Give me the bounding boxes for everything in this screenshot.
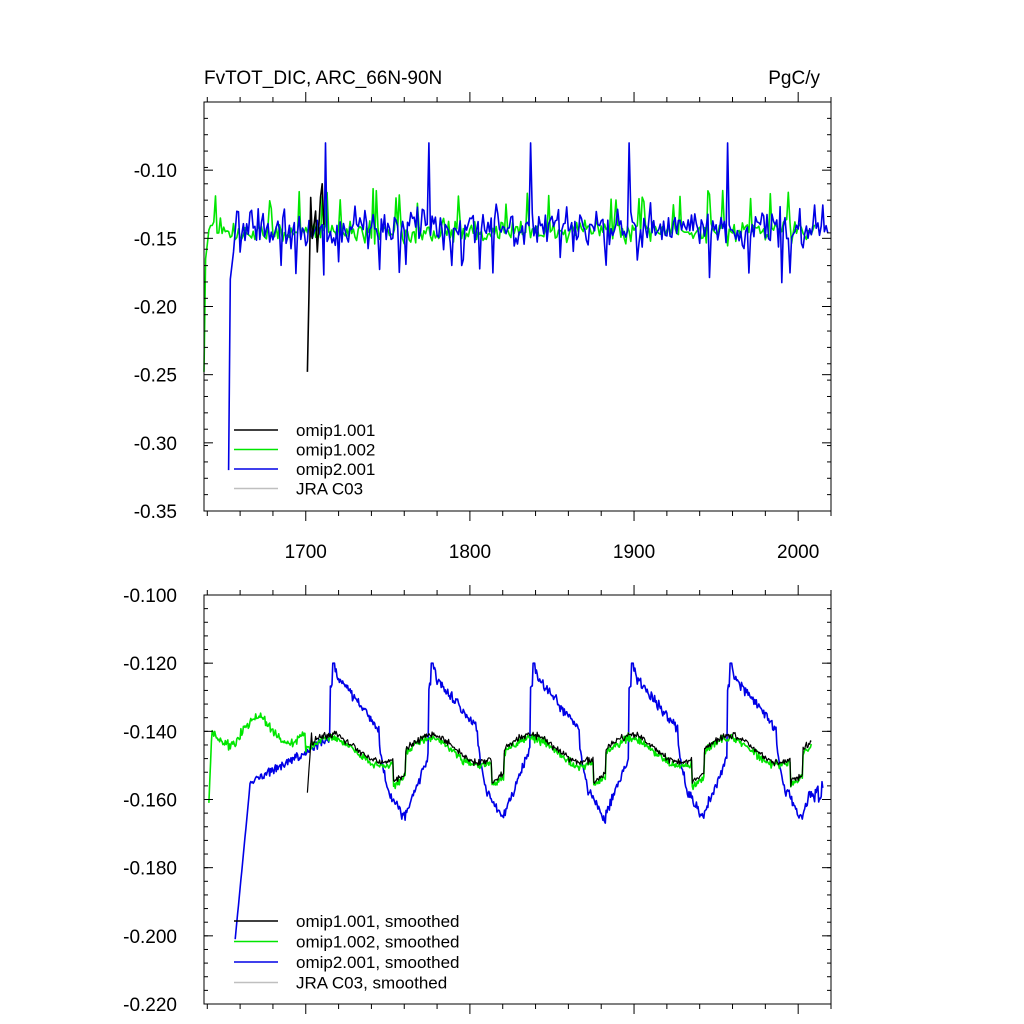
top-legend-label: omip1.002 xyxy=(296,441,375,460)
bottom-y-tick-label: -0.140 xyxy=(123,722,177,743)
series-omip1-002-smoothed xyxy=(208,712,813,803)
series-omip1-001 xyxy=(306,183,325,372)
series-omip1-001-smoothed xyxy=(306,730,812,793)
series-omip2-001 xyxy=(227,142,829,471)
series-omip2-001-smoothed xyxy=(234,662,824,940)
bottom-legend-label: omip2.001, smoothed xyxy=(296,953,460,972)
top-x-tick-label: 1700 xyxy=(285,542,327,563)
top-y-tick-label: -0.25 xyxy=(134,366,177,387)
bottom-y-tick-label: -0.180 xyxy=(123,859,177,880)
top-legend-label: JRA C03 xyxy=(296,480,363,499)
top-legend-label: omip1.001 xyxy=(296,421,375,440)
chart-title: FvTOT_DIC, ARC_66N-90N xyxy=(204,68,442,89)
series-omip1-002 xyxy=(203,187,816,372)
top-x-tick-label: 1800 xyxy=(449,542,491,563)
bottom-legend: omip1.001, smoothed omip1.002, smoothedom… xyxy=(234,912,460,993)
panel-top: -0.35 -0.30 -0.25 -0.20 -0.15 -0.10 1700 1800 19… xyxy=(134,92,832,563)
bottom-legend-label: JRA C03, smoothed xyxy=(296,974,447,993)
top-x-tick-label: 2000 xyxy=(777,542,819,563)
panel-bottom: -0.220 -0.200 -0.180 -0.160 -0.140 -0.120 -0.1… xyxy=(123,585,832,1016)
bottom-y-tick-label: -0.120 xyxy=(123,654,177,675)
bottom-series-group xyxy=(208,662,824,940)
top-series-group xyxy=(203,142,829,471)
bottom-y-tick-label: -0.200 xyxy=(123,927,177,948)
top-y-tick-label: -0.20 xyxy=(134,298,177,319)
top-legend-label: omip2.001 xyxy=(296,460,375,479)
top-y-tick-label: -0.15 xyxy=(134,229,177,250)
bottom-legend-label: omip1.001, smoothed xyxy=(296,912,460,931)
bottom-y-tick-label: -0.220 xyxy=(123,995,177,1016)
top-axes: -0.35 -0.30 -0.25 -0.20 -0.15 -0.10 1700 1800 19… xyxy=(134,92,832,563)
bottom-axes: -0.220 -0.200 -0.180 -0.160 -0.140 -0.120 -0.1… xyxy=(123,585,832,1016)
bottom-y-tick-label: -0.100 xyxy=(123,586,177,607)
top-y-tick-label: -0.35 xyxy=(134,502,177,523)
top-y-tick-label: -0.30 xyxy=(134,434,177,455)
bottom-legend-label: omip1.002, smoothed xyxy=(296,933,460,952)
top-y-tick-label: -0.10 xyxy=(134,161,177,182)
units-label: PgC/y xyxy=(768,68,820,89)
bottom-y-tick-label: -0.160 xyxy=(123,791,177,812)
top-x-tick-label: 1900 xyxy=(613,542,655,563)
